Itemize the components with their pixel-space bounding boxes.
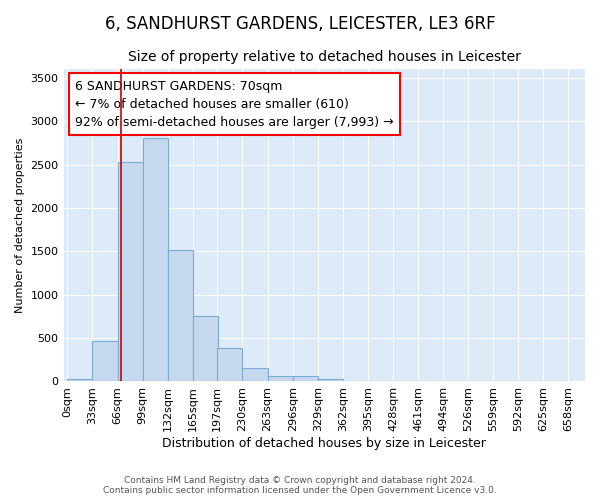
Bar bbox=[193, 316, 218, 382]
Bar bbox=[67, 379, 92, 382]
Bar bbox=[143, 138, 168, 382]
Bar bbox=[217, 348, 242, 382]
Bar bbox=[92, 340, 118, 382]
Text: 6, SANDHURST GARDENS, LEICESTER, LE3 6RF: 6, SANDHURST GARDENS, LEICESTER, LE3 6RF bbox=[104, 15, 496, 33]
Bar bbox=[268, 376, 293, 382]
Title: Size of property relative to detached houses in Leicester: Size of property relative to detached ho… bbox=[128, 50, 521, 64]
Bar bbox=[242, 368, 268, 382]
Bar bbox=[118, 162, 143, 382]
Bar bbox=[293, 376, 318, 382]
Bar bbox=[318, 379, 343, 382]
Y-axis label: Number of detached properties: Number of detached properties bbox=[15, 138, 25, 313]
Text: 6 SANDHURST GARDENS: 70sqm
← 7% of detached houses are smaller (610)
92% of semi: 6 SANDHURST GARDENS: 70sqm ← 7% of detac… bbox=[75, 80, 394, 128]
Bar bbox=[168, 250, 193, 382]
Text: Contains HM Land Registry data © Crown copyright and database right 2024.
Contai: Contains HM Land Registry data © Crown c… bbox=[103, 476, 497, 495]
X-axis label: Distribution of detached houses by size in Leicester: Distribution of detached houses by size … bbox=[163, 437, 486, 450]
